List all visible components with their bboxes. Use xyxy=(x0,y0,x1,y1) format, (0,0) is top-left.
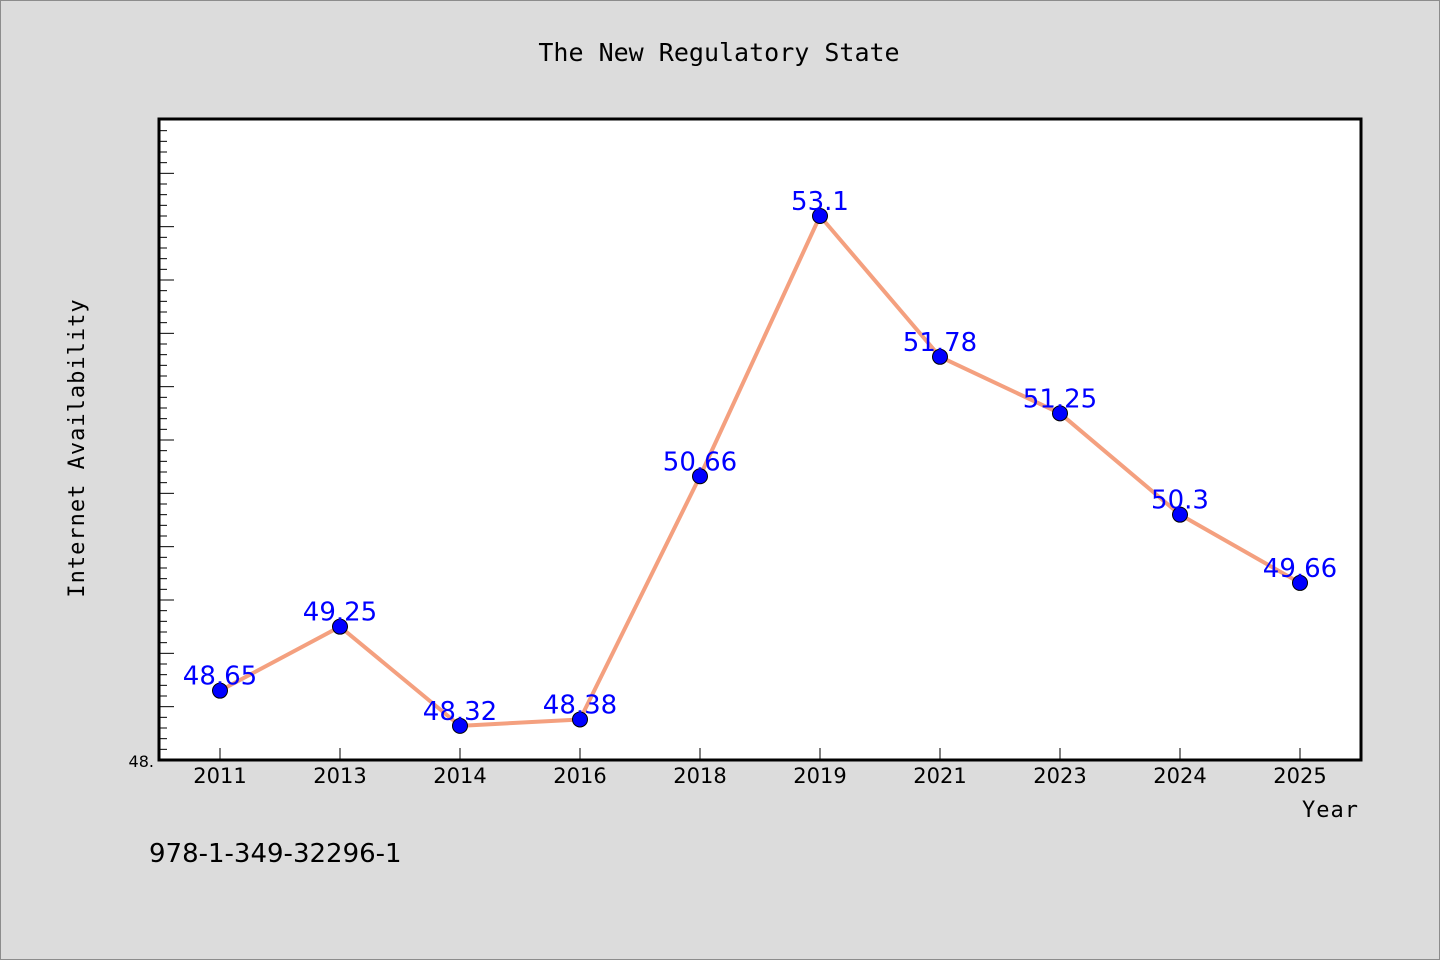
data-point xyxy=(692,468,708,485)
x-tick-label: 2018 xyxy=(673,764,726,788)
data-point xyxy=(932,348,948,365)
data-point xyxy=(812,208,828,224)
data-label: 50.66 xyxy=(663,447,737,477)
x-tick-label: 2019 xyxy=(793,764,846,788)
data-label: 48.38 xyxy=(543,690,617,720)
data-label: 49.25 xyxy=(303,598,377,628)
data-point xyxy=(452,717,468,734)
data-labels: 48.65 49.25 48.32 48.38 50.66 53.1 51.78 51.25 5… xyxy=(183,187,1337,727)
data-label: 51.25 xyxy=(1023,384,1097,414)
x-axis-title: Year xyxy=(1302,798,1359,823)
data-label: 51.78 xyxy=(903,328,977,358)
x-tick-label: 2025 xyxy=(1273,764,1326,788)
data-point xyxy=(332,618,348,635)
chart-title: The New Regulatory State xyxy=(538,38,899,67)
x-tick-label: 2013 xyxy=(313,764,366,788)
x-axis-tick-labels: 2011 2013 2014 2016 2018 2019 2021 2023 2024 2025 xyxy=(193,764,1326,788)
series-line xyxy=(218,214,1302,728)
x-tick-label: 2011 xyxy=(193,764,246,788)
plot-area xyxy=(157,117,1363,762)
x-tick-label: 2023 xyxy=(1033,764,1086,788)
data-point xyxy=(1052,405,1068,422)
data-label: 53.1 xyxy=(791,187,849,217)
y-axis-title: Internet Availability xyxy=(65,298,90,597)
x-tick-label: 2014 xyxy=(433,764,486,788)
y-tick-label: 48. xyxy=(129,752,154,771)
isbn-code: 978-1-349-32296-1 xyxy=(149,839,402,869)
x-axis-ticks xyxy=(219,748,1301,760)
data-markers xyxy=(212,208,1308,734)
data-point xyxy=(212,682,228,699)
data-label: 49.66 xyxy=(1263,554,1337,584)
data-point xyxy=(572,711,588,728)
x-tick-label: 2016 xyxy=(553,764,606,788)
data-point xyxy=(1172,506,1188,523)
data-label: 48.32 xyxy=(423,697,497,727)
x-tick-label: 2024 xyxy=(1153,764,1206,788)
data-point xyxy=(1292,574,1308,591)
data-label: 50.3 xyxy=(1151,486,1209,516)
y-axis-ticks xyxy=(160,130,174,750)
x-tick-label: 2021 xyxy=(913,764,966,788)
data-label: 48.65 xyxy=(183,662,257,692)
